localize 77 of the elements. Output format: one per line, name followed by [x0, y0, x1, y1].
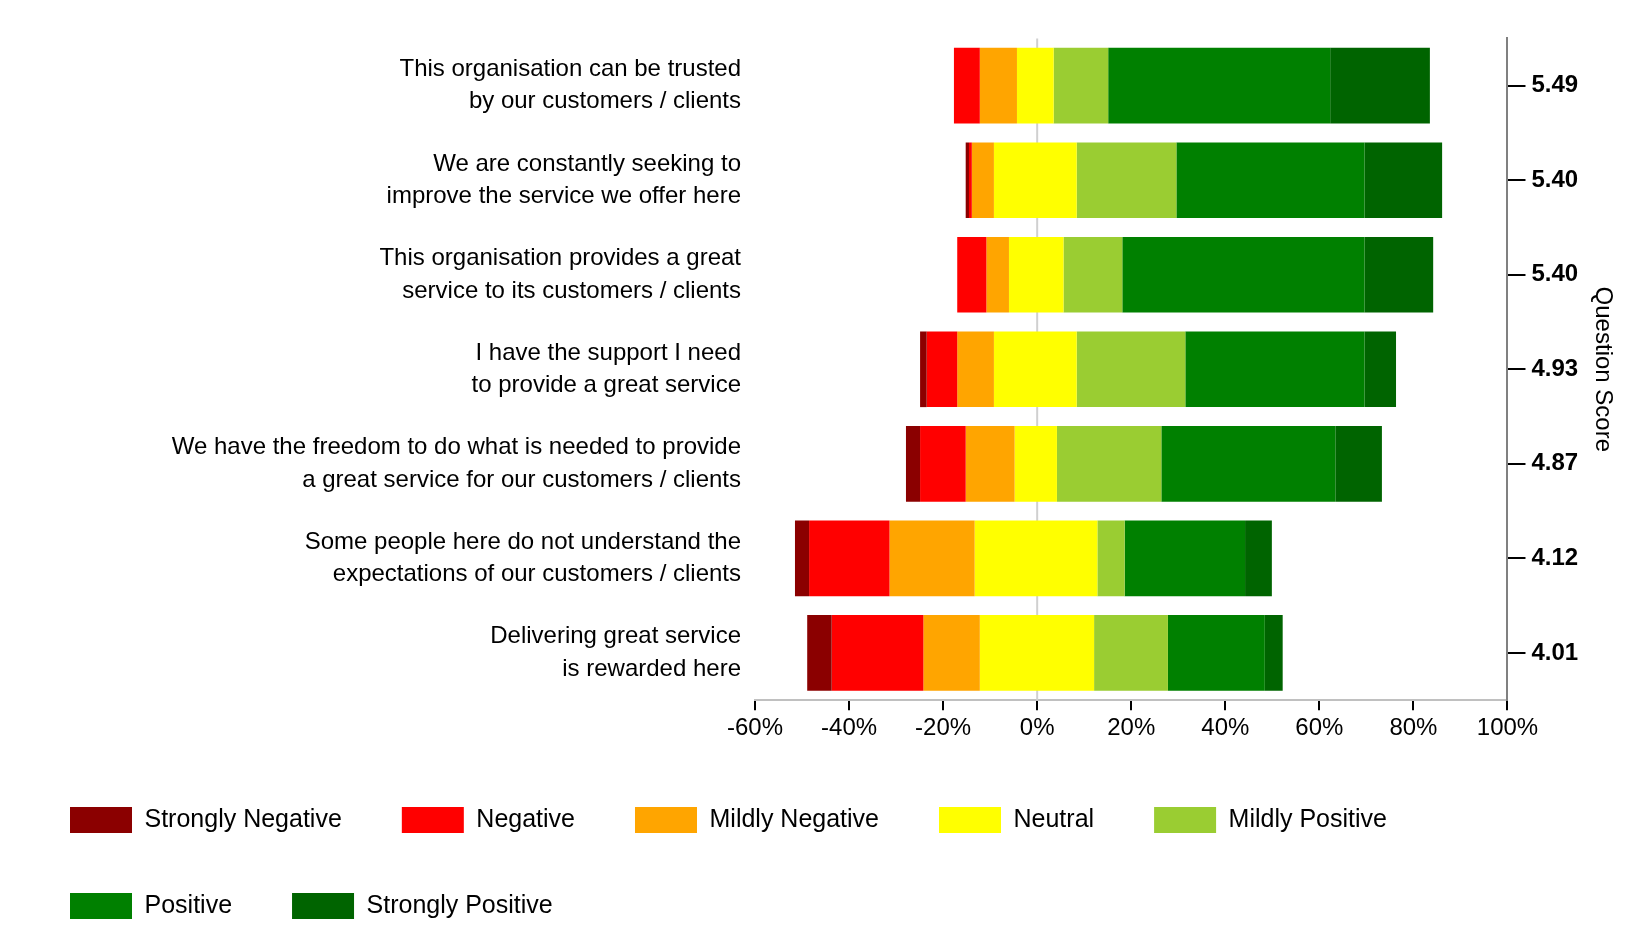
bar — [1056, 426, 1162, 502]
y2-axis-title: Question Score — [1590, 286, 1618, 453]
x-tick-label: 40% — [1201, 713, 1250, 741]
bar — [1167, 615, 1265, 691]
x-tick-label: 20% — [1107, 713, 1156, 741]
bar — [1108, 47, 1331, 124]
bar — [1176, 142, 1365, 219]
bar — [1364, 236, 1434, 313]
y-tick-label: We have the freedom to do what is needed to provide a great service for our customers / clients — [171, 432, 741, 492]
bar — [889, 520, 975, 597]
bar — [974, 520, 1098, 597]
x-tick-label: 60% — [1295, 713, 1344, 741]
bar — [831, 615, 924, 691]
bar — [1264, 615, 1283, 691]
legend-label: Negative — [476, 803, 575, 832]
x-tick-label: -20% — [915, 713, 972, 741]
bar — [1008, 236, 1064, 313]
y-tick-label: Some people here do not understand the expectations of our customers / clients — [304, 526, 741, 587]
bar — [993, 331, 1077, 408]
y2-tick-label: 4.87 — [1531, 448, 1579, 476]
y2-tick-label: 4.12 — [1531, 543, 1579, 571]
bar — [1364, 142, 1443, 219]
bar — [920, 331, 927, 408]
bar — [957, 331, 994, 408]
x-tick-label: 100% — [1476, 713, 1539, 741]
bar — [1014, 426, 1057, 502]
bar — [1364, 331, 1397, 408]
legend-label: Neutral — [1013, 803, 1095, 832]
legend-label: Strongly Negative — [144, 803, 342, 832]
y2-tick-label: 4.93 — [1531, 353, 1579, 381]
x-tick-label: -60% — [726, 713, 784, 741]
bar — [965, 142, 969, 219]
bar — [1330, 47, 1430, 124]
y2-tick-label: 5.40 — [1531, 259, 1579, 287]
bar — [1076, 331, 1186, 408]
y-tick-label: This organisation provides a great service to its customers / clients — [379, 243, 742, 303]
bar — [1053, 47, 1109, 124]
x-tick-label: 0% — [1019, 713, 1055, 741]
x-tick-label: 80% — [1389, 713, 1438, 741]
legend-label: Strongly Positive — [366, 889, 553, 918]
bar — [1335, 426, 1382, 502]
bar — [971, 142, 994, 219]
bar — [794, 520, 810, 597]
bar — [1016, 47, 1054, 124]
bar — [1097, 520, 1125, 597]
y2-tick-label: 5.49 — [1531, 70, 1579, 98]
y-tick-label: Delivering great service is rewarded here — [490, 621, 741, 681]
bar — [993, 142, 1077, 219]
bar — [1076, 142, 1177, 219]
legend-label: Mildly Positive — [1228, 803, 1387, 832]
y-tick-label: I have the support I need to provide a great service — [471, 337, 741, 398]
bar — [926, 331, 958, 408]
y-tick-label: We are constantly seeking to improve the service we offer here — [386, 148, 741, 209]
bar — [1094, 615, 1168, 691]
y2-tick-label: 5.40 — [1531, 164, 1579, 192]
x-tick-label: -40% — [821, 713, 878, 741]
bar — [923, 615, 980, 691]
bar — [986, 236, 1009, 313]
legend-label: Mildly Negative — [709, 803, 880, 832]
bar — [1124, 520, 1246, 597]
bar — [957, 236, 987, 313]
bar — [1122, 236, 1365, 313]
bar — [979, 615, 1095, 691]
legend-label: Positive — [144, 889, 233, 918]
bar — [905, 426, 921, 502]
bar — [979, 47, 1017, 124]
bar — [1185, 331, 1365, 408]
bar — [1245, 520, 1272, 597]
bar — [920, 426, 966, 502]
bar — [809, 520, 890, 597]
bar — [965, 426, 1015, 502]
y2-tick-label: 4.01 — [1531, 637, 1579, 665]
bar — [1161, 426, 1336, 502]
bar — [807, 615, 832, 691]
bar — [953, 47, 980, 124]
y-tick-label: This organisation can be trusted by our customers / clients — [399, 54, 741, 114]
bar — [1063, 236, 1123, 313]
